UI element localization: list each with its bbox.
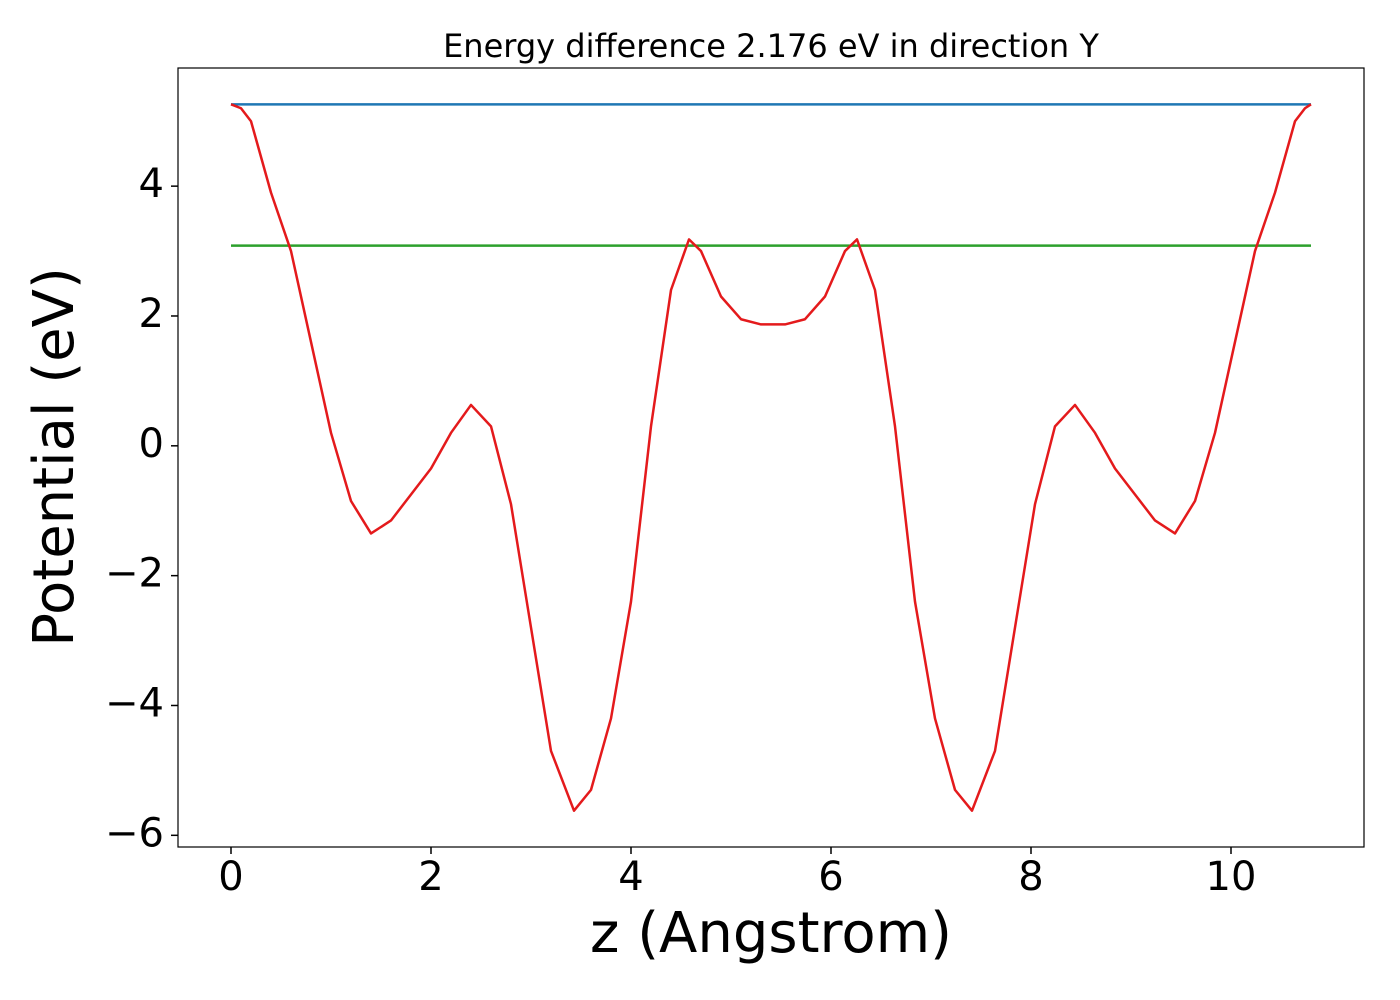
y-tick-label: 4 [139, 161, 164, 207]
x-axis-label: z (Angstrom) [590, 901, 952, 966]
y-axis-label: Potential (eV) [22, 267, 87, 647]
y-tick-label: −6 [105, 810, 164, 856]
y-tick-label: 2 [139, 291, 164, 337]
y-tick-label: −4 [105, 680, 164, 726]
x-tick-label: 6 [818, 854, 843, 900]
chart-title: Energy difference 2.176 eV in direction … [443, 27, 1099, 65]
plot-frame [177, 67, 1365, 848]
x-tick-label: 8 [1018, 854, 1043, 900]
x-tick-label: 10 [1206, 854, 1257, 900]
series-line [230, 103, 1312, 812]
x-tick-label: 4 [618, 854, 643, 900]
x-tick-label: 0 [218, 854, 243, 900]
y-tick-label: 0 [139, 421, 164, 467]
x-tick-label: 2 [418, 854, 443, 900]
y-tick-label: −2 [105, 551, 164, 597]
